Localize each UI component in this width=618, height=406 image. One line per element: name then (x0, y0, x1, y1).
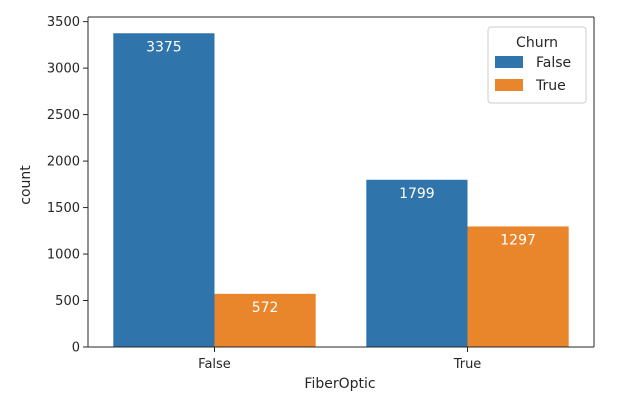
bar-true-churn-false (366, 179, 468, 347)
legend: Churn False True (487, 26, 587, 104)
bar-false-churn-true (214, 293, 316, 347)
data-label-false-churn-false: 3375 (146, 39, 182, 55)
data-labels-group: 3375 1799 572 1297 (146, 39, 536, 316)
y-tick-label: 2000 (47, 155, 80, 170)
x-tick-label-false: False (198, 357, 231, 372)
y-tick-label: 500 (55, 294, 80, 309)
y-tick-label: 3500 (47, 15, 80, 30)
x-axis-label: FiberOptic (304, 376, 375, 392)
legend-swatch-false (495, 56, 523, 68)
legend-title: Churn (516, 35, 558, 51)
y-tick-label: 1500 (47, 201, 80, 216)
bars-group (113, 33, 569, 347)
y-axis-label: count (18, 165, 34, 205)
legend-swatch-true (495, 79, 523, 91)
data-label-true-churn-false: 1799 (399, 186, 435, 202)
legend-entry-true: True (535, 78, 566, 94)
data-label-true-churn-true: 1297 (500, 232, 536, 248)
axes-group: 0 500 1000 1500 2000 2500 3000 3500 False True (47, 15, 595, 372)
legend-entry-false: False (536, 55, 571, 71)
bar-true-churn-true (467, 226, 569, 347)
y-tick-label: 1000 (47, 248, 80, 263)
y-tick-label: 2500 (47, 108, 80, 123)
y-tick-label: 0 (72, 341, 80, 356)
bar-false-churn-false (113, 33, 215, 347)
data-label-false-churn-true: 572 (252, 300, 279, 316)
x-tick-label-true: True (453, 357, 482, 372)
y-tick-label: 3000 (47, 62, 80, 77)
